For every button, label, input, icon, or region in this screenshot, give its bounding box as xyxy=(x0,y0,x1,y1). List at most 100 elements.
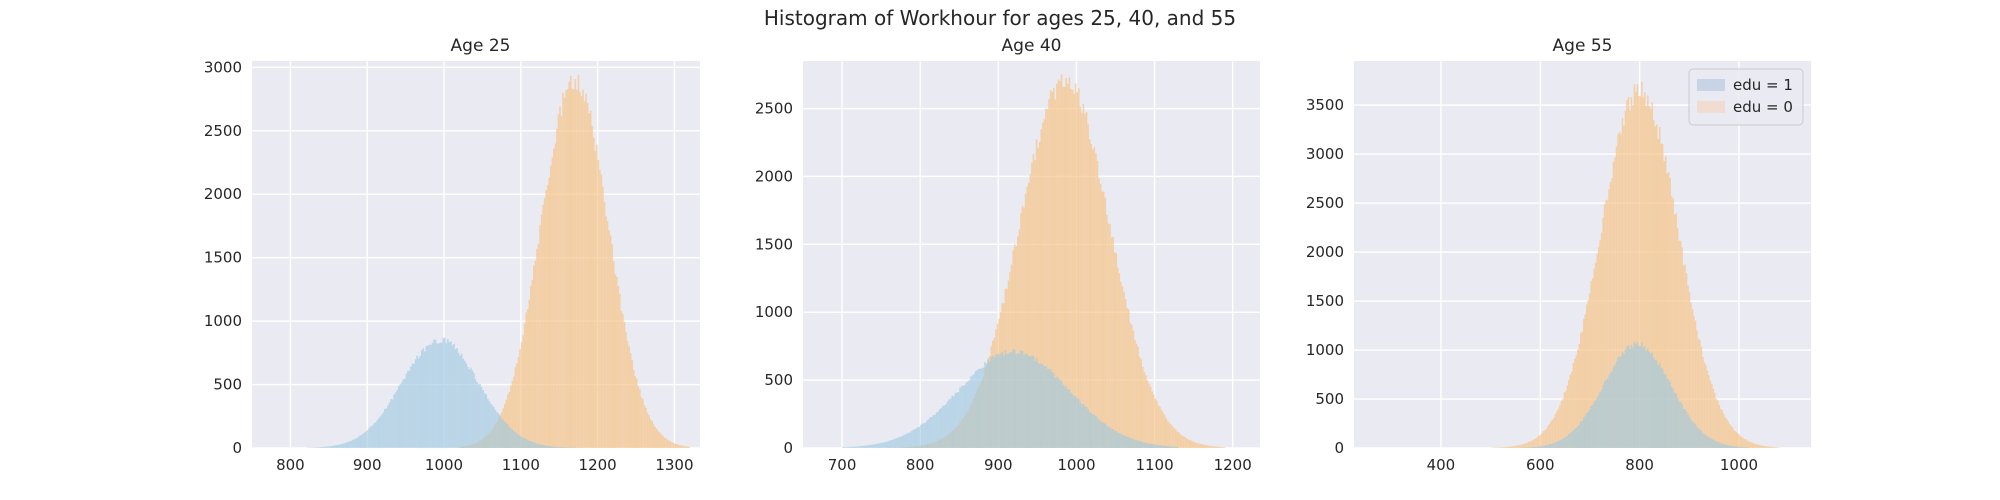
histogram-bar xyxy=(1530,447,1533,448)
histogram-bar xyxy=(1749,441,1752,448)
histogram-bar xyxy=(391,399,394,448)
histogram-bar xyxy=(639,389,641,448)
histogram-bar xyxy=(1755,444,1758,448)
histogram-bar xyxy=(1568,379,1570,448)
histogram-plot-age-40: 0 500 1000 1500 2000 2500 700 800 900 1000 1100 120… xyxy=(755,61,1260,474)
histogram-bar xyxy=(316,447,319,448)
histogram-bar xyxy=(1565,391,1567,448)
histogram-bar xyxy=(402,379,405,448)
histogram-bar xyxy=(1146,443,1149,448)
histogram-bar xyxy=(1113,252,1116,448)
histogram-bar xyxy=(1109,427,1111,448)
histogram-bar xyxy=(1120,281,1122,448)
histogram-bar xyxy=(1499,447,1502,448)
histogram-bar xyxy=(1109,224,1111,448)
histogram-bar xyxy=(959,387,961,448)
histogram-bar xyxy=(576,89,578,449)
histogram-bar xyxy=(1696,330,1698,448)
y-tick-label: 1000 xyxy=(1306,341,1344,359)
histogram-bar xyxy=(456,348,458,448)
histogram-bar xyxy=(1084,406,1086,448)
histogram-bar xyxy=(1096,417,1099,448)
histogram-bar xyxy=(1521,444,1524,448)
histogram-bar xyxy=(381,414,383,448)
histogram-bar xyxy=(1088,139,1091,448)
histogram-bar xyxy=(530,285,532,448)
histogram-bar xyxy=(1664,373,1667,448)
panel-title: Age 55 xyxy=(1552,36,1613,56)
histogram-bar xyxy=(1656,124,1658,448)
y-tick-label: 500 xyxy=(213,376,242,394)
histogram-bar xyxy=(1663,374,1665,448)
histogram-bar xyxy=(1636,342,1639,448)
histogram-bar xyxy=(1206,445,1208,448)
histogram-bar xyxy=(899,436,902,448)
histogram-bar xyxy=(593,137,595,448)
histogram-bar xyxy=(1746,440,1749,448)
histogram-bar xyxy=(1049,369,1052,448)
histogram-bar xyxy=(1673,392,1676,448)
histogram-bar xyxy=(1654,126,1657,449)
histogram-bar xyxy=(1171,446,1174,448)
histogram-bar xyxy=(1723,444,1725,448)
histogram-bar xyxy=(1734,446,1737,448)
histogram-bar xyxy=(842,447,844,448)
histogram-bar xyxy=(956,392,958,448)
histogram-bar xyxy=(1149,386,1152,448)
histogram-bar xyxy=(1615,361,1618,448)
histogram-bar xyxy=(1627,97,1630,448)
histogram-bar xyxy=(1682,408,1685,448)
histogram-bar xyxy=(973,373,975,448)
histogram-bar xyxy=(1167,420,1169,448)
histogram-bar xyxy=(500,418,503,448)
histogram-bar xyxy=(405,373,408,448)
histogram-bar xyxy=(1726,418,1728,448)
histogram-bar xyxy=(843,447,846,448)
histogram-bar xyxy=(1593,268,1595,448)
histogram-bar xyxy=(849,446,852,448)
histogram-bar xyxy=(436,343,438,448)
histogram-bar xyxy=(1057,79,1060,449)
histogram-bar xyxy=(1093,146,1096,448)
histogram-bar xyxy=(1717,441,1719,448)
histogram-bar xyxy=(474,379,477,448)
histogram-bar xyxy=(1642,347,1645,448)
histogram-bar xyxy=(321,447,323,448)
histogram-bar xyxy=(1681,247,1683,448)
histogram-bar xyxy=(1727,421,1730,448)
y-tick-label: 0 xyxy=(232,439,242,457)
histogram-bar xyxy=(526,308,529,448)
y-tick-label: 1000 xyxy=(755,303,793,321)
series-edu0 xyxy=(459,74,690,449)
histogram-bar xyxy=(1684,264,1686,448)
histogram-bar xyxy=(583,101,586,448)
histogram-bar xyxy=(1676,397,1679,448)
histogram-bar xyxy=(563,97,566,448)
histogram-bar xyxy=(890,440,893,448)
histogram-bar xyxy=(1121,286,1124,448)
histogram-bar xyxy=(605,216,607,448)
histogram-bar xyxy=(1687,414,1689,448)
histogram-bar xyxy=(537,444,540,448)
histogram-bar xyxy=(1138,441,1141,448)
histogram-bar xyxy=(609,235,612,448)
histogram-bar xyxy=(1220,447,1222,448)
histogram-bar xyxy=(476,382,478,448)
x-tick-label: 600 xyxy=(1526,456,1555,474)
histogram-bar xyxy=(666,439,669,448)
histogram-bar xyxy=(1135,343,1138,448)
histogram-bar xyxy=(995,354,997,448)
histogram-bar xyxy=(424,351,426,448)
y-tick-label: 2500 xyxy=(204,122,242,140)
histogram-bar xyxy=(588,113,590,448)
histogram-bar xyxy=(417,358,420,448)
histogram-bar xyxy=(1721,410,1724,448)
histogram-bar xyxy=(545,189,547,448)
histogram-bar xyxy=(1095,416,1097,448)
histogram-bar xyxy=(1171,425,1174,448)
histogram-bar xyxy=(1099,183,1102,449)
histogram-bar xyxy=(852,446,855,448)
histogram-bar xyxy=(496,412,498,448)
histogram-bar xyxy=(579,91,581,449)
histogram-bar xyxy=(937,411,939,448)
